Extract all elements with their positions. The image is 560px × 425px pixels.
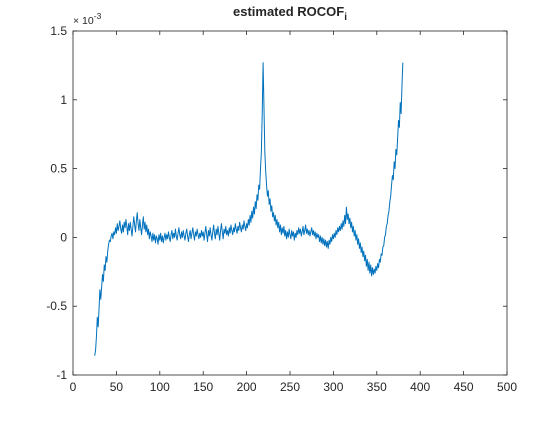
y-axis-exponent-base: × 10 xyxy=(73,15,94,27)
tick-labels: 0 50 100 150 200 250 300 350 400 450 500 -1 -0.5 0 0.5… xyxy=(46,24,517,394)
x-tick-label: 350 xyxy=(367,380,387,394)
chart-title-subscript: i xyxy=(344,12,347,23)
chart-title-main: estimated ROCOF xyxy=(233,4,344,19)
x-tick-label: 200 xyxy=(237,380,257,394)
x-tick-label: 450 xyxy=(454,380,474,394)
y-tick-label: 0 xyxy=(60,230,67,244)
y-tick-label: 0.5 xyxy=(50,162,67,176)
x-tick-label: 100 xyxy=(150,380,170,394)
y-tick-label: -1 xyxy=(56,368,67,382)
y-tick-label: -0.5 xyxy=(46,299,67,313)
x-tick-label: 400 xyxy=(410,380,430,394)
y-axis-exponent-power: -3 xyxy=(94,11,102,21)
y-tick-label: 1.5 xyxy=(50,24,67,38)
x-tick-label: 150 xyxy=(193,380,213,394)
chart-title: estimated ROCOFi xyxy=(233,4,347,23)
axes xyxy=(72,30,508,376)
x-tick-label: 0 xyxy=(70,380,77,394)
y-tick-label: 1 xyxy=(60,93,67,107)
x-tick-label: 250 xyxy=(280,380,300,394)
plot-area xyxy=(94,62,404,356)
x-tick-label: 300 xyxy=(323,380,343,394)
y-axis-exponent-label: × 10-3 xyxy=(73,11,102,27)
x-tick-label: 500 xyxy=(497,380,517,394)
x-tick-label: 50 xyxy=(110,380,124,394)
series-line xyxy=(94,62,404,356)
